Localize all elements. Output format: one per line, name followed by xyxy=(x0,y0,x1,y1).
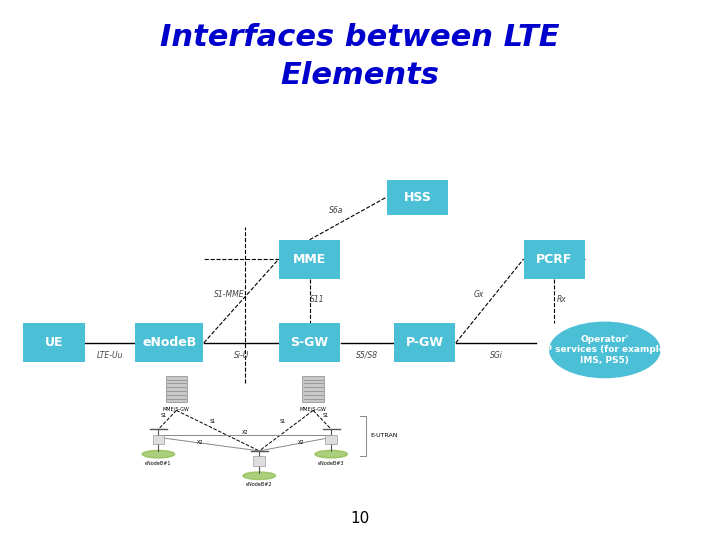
Text: S5/S8: S5/S8 xyxy=(356,351,378,360)
FancyBboxPatch shape xyxy=(279,240,341,279)
Ellipse shape xyxy=(549,322,660,378)
Text: S1: S1 xyxy=(210,418,215,424)
Text: S1: S1 xyxy=(280,418,286,424)
Text: eNodeB#3: eNodeB#3 xyxy=(318,461,344,465)
Text: S1-MME: S1-MME xyxy=(214,290,244,299)
Text: S6a: S6a xyxy=(329,206,343,215)
Text: 10: 10 xyxy=(351,511,369,526)
Text: X2: X2 xyxy=(197,440,204,445)
Text: Elements: Elements xyxy=(281,61,439,90)
FancyBboxPatch shape xyxy=(395,323,455,362)
Text: Si-U: Si-U xyxy=(233,351,249,360)
Text: E-UTRAN: E-UTRAN xyxy=(371,433,398,438)
Text: eNodeB#1: eNodeB#1 xyxy=(145,461,171,465)
FancyBboxPatch shape xyxy=(253,456,265,466)
Text: eNodeB#2: eNodeB#2 xyxy=(246,482,272,487)
Text: eNodeB: eNodeB xyxy=(142,336,197,349)
Ellipse shape xyxy=(243,472,275,480)
Text: Gx: Gx xyxy=(474,290,484,299)
FancyBboxPatch shape xyxy=(325,435,337,444)
Text: SGi: SGi xyxy=(490,351,503,360)
FancyBboxPatch shape xyxy=(153,435,164,444)
Text: LTE-Uu: LTE-Uu xyxy=(97,351,123,360)
Text: S11: S11 xyxy=(310,295,324,304)
FancyBboxPatch shape xyxy=(166,376,187,402)
Text: S1: S1 xyxy=(161,413,167,418)
FancyBboxPatch shape xyxy=(524,240,585,279)
FancyBboxPatch shape xyxy=(23,323,85,362)
Text: Interfaces between LTE: Interfaces between LTE xyxy=(160,23,560,52)
FancyBboxPatch shape xyxy=(279,323,341,362)
Text: UE: UE xyxy=(45,336,63,349)
Text: S-GW: S-GW xyxy=(291,336,328,349)
Text: Operator'
IP services (for example,
IMS, PS5): Operator' IP services (for example, IMS,… xyxy=(541,335,668,365)
Text: MME/S-GW: MME/S-GW xyxy=(300,407,327,411)
Text: PCRF: PCRF xyxy=(536,253,572,266)
FancyBboxPatch shape xyxy=(387,179,448,214)
Text: P-GW: P-GW xyxy=(406,336,444,349)
Text: X2: X2 xyxy=(297,440,305,445)
Text: HSS: HSS xyxy=(404,191,431,204)
Ellipse shape xyxy=(143,450,174,458)
Text: Rx: Rx xyxy=(557,295,567,304)
Text: S1: S1 xyxy=(323,413,329,418)
FancyBboxPatch shape xyxy=(302,376,324,402)
Text: MME/S-GW: MME/S-GW xyxy=(163,407,190,411)
Text: X2: X2 xyxy=(241,429,248,435)
FancyBboxPatch shape xyxy=(135,323,203,362)
Ellipse shape xyxy=(315,450,347,458)
Text: MME: MME xyxy=(293,253,326,266)
